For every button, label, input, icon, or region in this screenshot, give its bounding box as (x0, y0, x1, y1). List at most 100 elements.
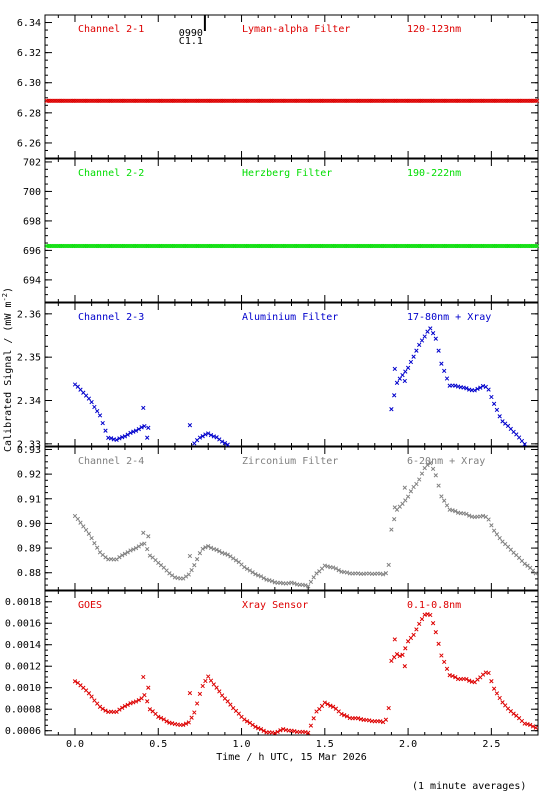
data-point (394, 652, 400, 657)
data-point (336, 568, 341, 573)
data-point (225, 552, 230, 557)
data-point (261, 575, 266, 581)
data-point (146, 534, 151, 539)
data-point (442, 659, 447, 665)
data-point (330, 565, 336, 570)
data-point (100, 420, 105, 426)
data-point (503, 703, 508, 708)
data-point (194, 701, 200, 706)
data-point (397, 376, 402, 381)
data-point (133, 545, 139, 551)
y-tick-label: 2.35 (17, 353, 41, 364)
data-point (156, 714, 161, 719)
data-point (192, 563, 197, 568)
data-point (403, 646, 408, 651)
data-marks (44, 98, 540, 736)
data-point (436, 641, 441, 646)
data-point (95, 408, 100, 414)
panel-frame (44, 302, 539, 447)
data-point (103, 428, 108, 433)
data-point (383, 717, 389, 722)
data-point (145, 699, 150, 704)
x-tick-label: 2.0 (399, 739, 417, 750)
data-point (164, 719, 169, 724)
data-point (125, 550, 130, 555)
data-point (344, 714, 350, 719)
x-tick-label: 1.5 (316, 739, 334, 750)
y-tick-label: 700 (23, 187, 41, 198)
y-tick-label: 696 (23, 246, 41, 257)
data-point (530, 724, 536, 729)
data-point (380, 572, 386, 577)
data-point (494, 691, 500, 696)
data-point (306, 730, 311, 735)
data-point (128, 701, 133, 706)
data-point (489, 394, 494, 400)
filter-label: Xray Sensor (242, 600, 308, 611)
data-point (339, 711, 344, 717)
data-point (383, 571, 389, 576)
data-point (405, 365, 411, 370)
data-point (108, 436, 114, 441)
data-point (439, 494, 444, 499)
data-point (355, 716, 361, 721)
panel-4 (44, 446, 539, 591)
data-point (342, 713, 347, 718)
data-point (269, 578, 275, 584)
data-point (203, 678, 208, 684)
data-point (402, 485, 407, 490)
band-label: 17-80nm + Xray (407, 312, 491, 323)
data-point (183, 721, 189, 726)
data-point (394, 380, 400, 385)
data-point (200, 434, 205, 439)
series-panel-5 (72, 612, 538, 736)
data-point (256, 573, 261, 578)
data-point (516, 435, 522, 440)
data-point (464, 676, 469, 682)
y-tick-label: 6.28 (17, 108, 41, 119)
data-point (208, 545, 214, 550)
data-point (131, 547, 136, 552)
data-point (256, 726, 261, 731)
y-tick-label: 6.32 (17, 48, 41, 59)
data-point (444, 503, 450, 508)
data-point (206, 674, 211, 679)
data-point (322, 700, 327, 705)
data-point (400, 652, 405, 657)
data-point (206, 431, 211, 436)
data-point (433, 336, 438, 341)
data-point (444, 666, 450, 671)
y-tick-label: 702 (23, 157, 41, 168)
data-point (258, 574, 264, 579)
data-point (414, 348, 419, 353)
panel-frame (44, 446, 539, 591)
data-point (417, 342, 422, 348)
data-point (433, 630, 438, 635)
data-point (328, 703, 333, 708)
data-point (386, 562, 391, 568)
data-point (522, 442, 527, 447)
panel-frame (44, 590, 539, 736)
data-point (89, 694, 94, 699)
data-point (419, 616, 425, 622)
band-label: 0.1-0.8nm (407, 600, 461, 611)
data-point (403, 369, 408, 374)
data-point (397, 653, 402, 659)
data-point (183, 574, 189, 579)
data-point (217, 549, 222, 554)
data-point (303, 583, 308, 588)
filter-label: Lyman-alpha Filter (242, 24, 350, 35)
y-tick-label: 6.34 (17, 18, 41, 29)
data-point (86, 531, 92, 536)
data-point (486, 670, 491, 676)
x-tick-label: 0.5 (149, 739, 167, 750)
band-label: 6-20nm + Xray (407, 456, 485, 467)
y-tick-label: 0.88 (17, 568, 41, 579)
data-point (306, 584, 311, 589)
data-point (411, 632, 416, 638)
channel-label: Channel 2-4 (78, 456, 144, 467)
data-point (333, 566, 339, 571)
data-point (181, 576, 186, 581)
data-point (192, 441, 197, 446)
